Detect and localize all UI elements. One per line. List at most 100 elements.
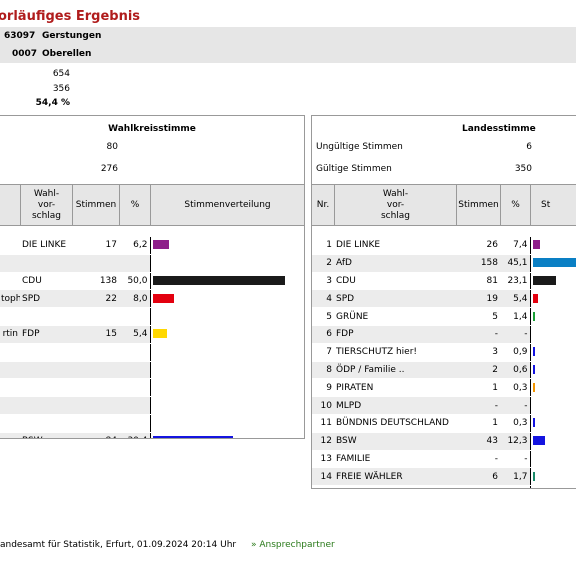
votes: 1 <box>456 413 500 433</box>
page-title: orläufiges Ergebnis <box>0 9 141 24</box>
district-name: Oberellen <box>42 49 92 59</box>
table-row: 11 BÜNDNIS DEUTSCHLAND 1 0,3 <box>312 413 576 433</box>
candidate-name <box>0 236 20 255</box>
percent: 45,1 <box>500 253 530 273</box>
vote-distribution <box>149 413 304 433</box>
party-name: FREIE WÄHLER <box>334 467 456 487</box>
footer: andesamt für Statistik, Erfurt, 01.09.20… <box>0 540 576 554</box>
vote-distribution <box>149 271 304 291</box>
percent: 8,0 <box>119 289 150 309</box>
table-row: DIE LINKE 17 6,2 <box>0 236 304 255</box>
landes-table: 1 DIE LINKE 26 7,4 2 AfD 158 45,1 3 CDU 81 23,1 4 SPD… <box>312 236 576 488</box>
landes-invalid-label: Ungültige Stimmen <box>316 142 403 152</box>
col-distribution: Stimmenverteilung <box>150 184 304 226</box>
table-row: BSW8430,4 <box>0 431 304 438</box>
col-stimmen: Stimmen <box>72 184 120 226</box>
landes-valid-label: Gültige Stimmen <box>316 164 392 174</box>
party-name: ÖDP / Familie .. <box>334 360 456 380</box>
list-number: 2 <box>312 253 334 273</box>
percent: 7,4 <box>500 236 530 255</box>
vote-bar <box>532 347 535 357</box>
vote-bar <box>532 240 540 250</box>
vote-distribution <box>149 307 304 326</box>
vote-distribution <box>529 449 576 469</box>
percent: 12,3 <box>500 431 530 451</box>
contact-link[interactable]: » Ansprechpartner <box>250 540 335 550</box>
list-number: 10 <box>312 396 334 415</box>
list-number: 3 <box>312 271 334 291</box>
votes: 2 <box>456 360 500 380</box>
footer-source: andesamt für Statistik, Erfurt, 01.09.20… <box>0 540 237 550</box>
vote-bar <box>152 275 285 285</box>
votes: - <box>456 324 500 344</box>
party-name: CDU <box>334 271 456 291</box>
district-row: 0007 Oberellen <box>0 45 576 63</box>
percent: - <box>500 324 530 344</box>
percent: 0,9 <box>500 342 530 362</box>
vote-distribution <box>149 342 304 362</box>
vote-bar <box>152 329 167 339</box>
table-row: rtin FDP 15 5,4 <box>0 324 304 344</box>
list-number: 8 <box>312 360 334 380</box>
percent <box>119 396 150 415</box>
votes: 3 <box>456 342 500 362</box>
vote-distribution <box>149 324 304 344</box>
wahlkreis-header: Wahl- vor- schlag Stimmen % Stimmenverte… <box>0 184 304 226</box>
table-row: 8 ÖDP / Familie .. 2 0,6 <box>312 360 576 380</box>
percent: - <box>500 396 530 415</box>
percent: 50,0 <box>119 271 150 291</box>
stat-eligible: 654 <box>52 69 70 79</box>
candidate-name <box>0 431 20 438</box>
party-name <box>20 378 72 398</box>
percent: 1,7 <box>500 467 530 487</box>
col-nr: Nr. <box>312 184 335 226</box>
list-number: 14 <box>312 467 334 487</box>
party-name <box>20 253 72 273</box>
votes: 17 <box>72 236 119 255</box>
vote-bar <box>152 293 174 303</box>
vote-distribution <box>149 396 304 415</box>
percent <box>119 378 150 398</box>
party-name <box>20 307 72 326</box>
vote-distribution <box>529 289 576 309</box>
party-name: PIRATEN <box>334 378 456 398</box>
party-name <box>20 342 72 362</box>
percent: 5,4 <box>500 289 530 309</box>
candidate-name <box>0 307 20 326</box>
landes-invalid-value: 6 <box>526 142 532 152</box>
vote-distribution <box>149 236 304 255</box>
party-name: FDP <box>334 324 456 344</box>
party-name: MLPD <box>334 396 456 415</box>
percent <box>119 360 150 380</box>
vote-bar <box>532 364 535 374</box>
party-name: CDU <box>20 271 72 291</box>
votes <box>72 342 119 362</box>
table-row: CDU 138 50,0 <box>0 271 304 291</box>
list-number: 5 <box>312 307 334 326</box>
candidate-name <box>0 378 20 398</box>
party-name: FAMILIE <box>334 449 456 469</box>
vote-distribution <box>149 289 304 309</box>
table-row: 1 DIE LINKE 26 7,4 <box>312 236 576 255</box>
col-pct: % <box>119 184 151 226</box>
votes: 5 <box>456 307 500 326</box>
table-row: 9 PIRATEN 1 0,3 <box>312 378 576 398</box>
list-number: 7 <box>312 342 334 362</box>
table-row: 15WU51,4 <box>312 485 576 488</box>
col-vorschlag: Wahl- vor- schlag <box>334 184 457 226</box>
party-name: AfD <box>334 253 456 273</box>
votes <box>72 307 119 326</box>
wahlkreis-invalid-value: 80 <box>106 142 118 152</box>
vote-bar <box>532 293 538 303</box>
table-row: 13 FAMILIE - - <box>312 449 576 469</box>
vote-bar <box>532 258 576 268</box>
vote-bar <box>532 471 535 481</box>
table-row <box>0 253 304 273</box>
percent: 1,4 <box>500 485 530 488</box>
table-row: 14 FREIE WÄHLER 6 1,7 <box>312 467 576 487</box>
vote-distribution <box>529 360 576 380</box>
votes: 15 <box>72 324 119 344</box>
vote-bar <box>532 436 545 446</box>
municipality-row: 63097 Gerstungen <box>0 27 576 45</box>
candidate-name <box>0 271 20 291</box>
